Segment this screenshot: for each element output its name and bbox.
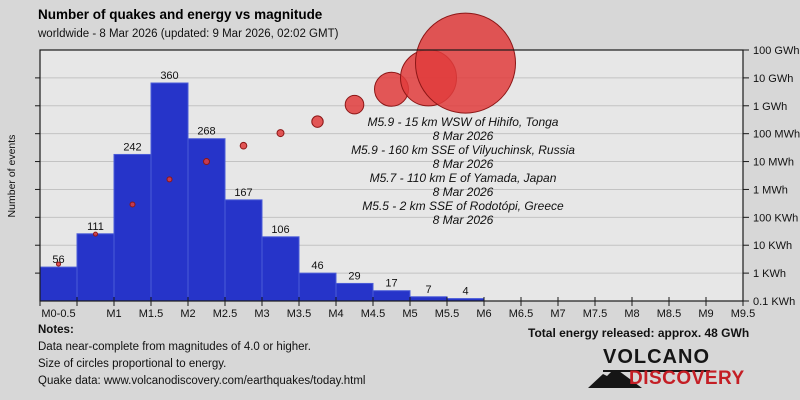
quake-annotation-location: M5.9 - 160 km SSE of Vilyuchinsk, Russia	[351, 143, 575, 157]
total-energy-label: Total energy released: approx. 48 GWh	[528, 326, 750, 340]
histogram-bar	[224, 199, 263, 302]
notes-heading: Notes:	[38, 324, 74, 336]
energy-bubble	[56, 261, 61, 267]
right-axis-label: 10 MWh	[753, 157, 794, 169]
x-axis-label: M9	[698, 308, 713, 320]
x-axis-label: M8.5	[657, 308, 681, 320]
right-axis-label: 10 KWh	[753, 240, 792, 252]
bar-count-label: 242	[123, 141, 141, 153]
quake-annotation-date: 8 Mar 2026	[433, 185, 494, 199]
right-axis-label: 1 GWh	[753, 101, 787, 113]
histogram-bar	[187, 138, 226, 302]
y-axis-title: Number of events	[6, 135, 18, 218]
histogram-bar	[150, 82, 189, 302]
bar-count-label: 360	[160, 70, 178, 82]
histogram-bar	[113, 153, 152, 302]
x-axis-label: M4.5	[361, 308, 385, 320]
quake-annotation-location: M5.9 - 15 km WSW of Hihifo, Tonga	[368, 115, 559, 129]
right-axis-label: 1 MWh	[753, 184, 788, 196]
right-axis-label: 100 GWh	[753, 45, 799, 57]
x-axis-label: M3	[254, 308, 269, 320]
x-axis-label: M2	[180, 308, 195, 320]
histogram-bar	[261, 236, 300, 302]
quake-annotation-location: M5.5 - 2 km SSE of Rodotópi, Greece	[362, 199, 564, 213]
bar-count-label: 17	[385, 278, 397, 290]
chart-title: Number of quakes and energy vs magnitude	[38, 7, 323, 22]
x-axis-label: M1	[106, 308, 121, 320]
x-axis-label: M5	[402, 308, 417, 320]
x-axis-label: M4	[328, 308, 343, 320]
histogram-bar	[298, 272, 337, 302]
notes-line-3: Quake data: www.volcanodiscovery.com/ear…	[38, 375, 366, 387]
x-axis-label: M6	[476, 308, 491, 320]
x-axis-label: M1.5	[139, 308, 163, 320]
logo-volcano-text: VOLCANO	[603, 346, 710, 372]
x-axis-label: M9.5	[731, 308, 755, 320]
energy-bubble	[203, 158, 210, 166]
volcano-discovery-logo: VOLCANO DISCOVERY	[585, 344, 785, 396]
bar-count-label: 56	[52, 254, 64, 266]
volcano-icon	[588, 371, 642, 388]
right-axis-label: 100 MWh	[753, 129, 800, 141]
energy-bubble	[93, 231, 98, 237]
bar-count-label: 7	[425, 284, 431, 296]
bar-count-label: 29	[348, 270, 360, 282]
bar-count-label: 268	[197, 126, 215, 138]
quake-annotation-date: 8 Mar 2026	[433, 129, 494, 143]
right-axis-label: 1 KWh	[753, 268, 786, 280]
notes-block: Notes: Data near-complete from magnitude…	[38, 322, 366, 390]
chart-subtitle: worldwide - 8 Mar 2026 (updated: 9 Mar 2…	[38, 28, 339, 40]
energy-bubble	[239, 141, 248, 150]
bar-count-label: 167	[234, 187, 252, 199]
energy-bubble	[415, 12, 516, 114]
quake-annotation-date: 8 Mar 2026	[433, 157, 494, 171]
right-axis-label: 0.1 KWh	[753, 296, 795, 308]
x-axis-label: M7.5	[583, 308, 607, 320]
bar-count-label: 111	[87, 221, 104, 233]
quake-annotation-date: 8 Mar 2026	[433, 213, 494, 227]
energy-bubble	[166, 176, 173, 183]
plot-border	[39, 49, 744, 302]
x-axis-label: M6.5	[509, 308, 533, 320]
energy-bubble	[344, 94, 365, 115]
histogram-bar	[409, 296, 448, 302]
right-axis-label: 100 KWh	[753, 212, 798, 224]
energy-bubble	[311, 115, 324, 128]
bar-count-label: 46	[311, 260, 323, 272]
x-axis-label: M3.5	[287, 308, 311, 320]
x-axis-label: M8	[624, 308, 639, 320]
notes-line-1: Data near-complete from magnitudes of 4.…	[38, 341, 311, 353]
histogram-bar	[76, 233, 115, 302]
histogram-bar	[335, 282, 374, 302]
notes-line-2: Size of circles proportional to energy.	[38, 358, 227, 370]
histogram-bar	[372, 290, 411, 302]
x-axis-label: M0-0.5	[41, 308, 75, 320]
x-axis-label: M7	[550, 308, 565, 320]
energy-bubble	[276, 129, 285, 138]
right-axis-label: 10 GWh	[753, 73, 793, 85]
x-axis-label: M2.5	[213, 308, 237, 320]
bar-count-label: 106	[271, 224, 289, 236]
logo-discovery-text: DISCOVERY	[629, 368, 745, 389]
bar-count-label: 4	[462, 286, 468, 298]
quake-annotation-location: M5.7 - 110 km E of Yamada, Japan	[370, 171, 557, 185]
energy-bubble	[129, 201, 136, 208]
histogram-bar	[39, 266, 78, 302]
x-axis-label: M5.5	[435, 308, 459, 320]
